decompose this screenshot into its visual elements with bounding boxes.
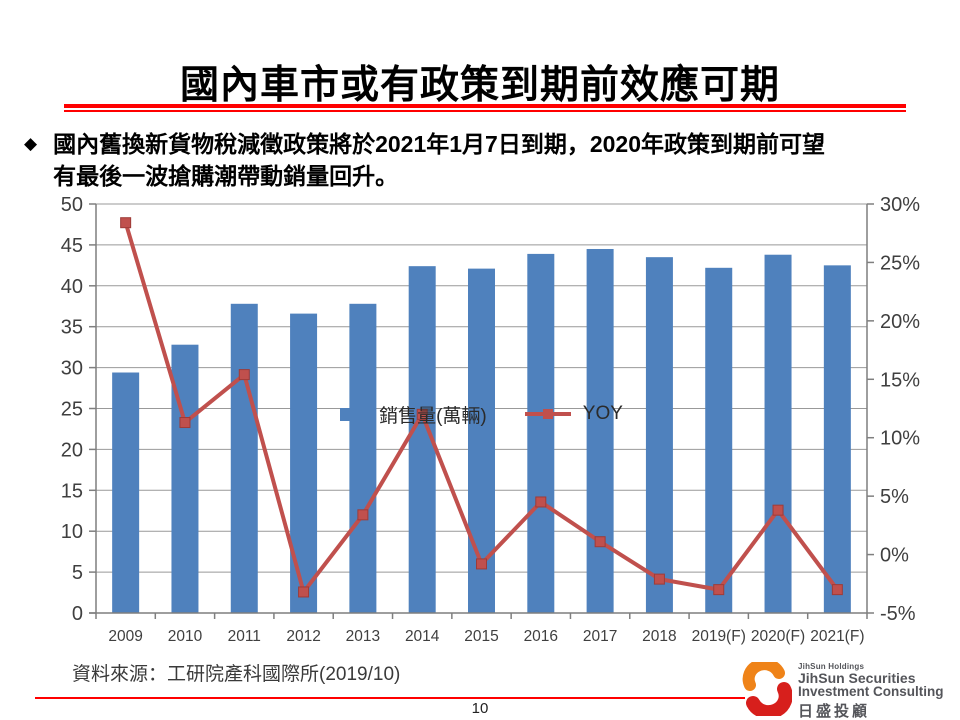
title-divider-thick-line bbox=[64, 104, 906, 108]
right-axis-label: 10% bbox=[880, 428, 920, 450]
left-axis-label: 45 bbox=[61, 235, 83, 257]
category-label: 2019(F) bbox=[692, 628, 746, 645]
category-label: 2017 bbox=[583, 628, 617, 645]
bullet-text: 國內舊換新貨物稅減徵政策將於2021年1月7日到期，2020年政策到期前可望 有最… bbox=[53, 128, 825, 192]
category-label: 2016 bbox=[524, 628, 558, 645]
category-label: 2015 bbox=[464, 628, 498, 645]
yoy-marker-2010 bbox=[179, 417, 191, 429]
logo-text: JihSun Holdings JihSun Securities Invest… bbox=[798, 662, 944, 720]
yoy-marker-2021(F) bbox=[831, 584, 843, 596]
yoy-marker-2011 bbox=[238, 369, 250, 381]
logo-company-line1: JihSun Securities bbox=[798, 670, 916, 686]
chart-plot-area: 0 5 10 15 20 25 30 35 40 45 50 -5% 0% 5% 10% 15% 20% 25% 3… bbox=[61, 194, 920, 645]
category-label: 2009 bbox=[108, 628, 142, 645]
logo-company-line2: Investment Consulting bbox=[798, 684, 944, 699]
yoy-marker-2014 bbox=[416, 408, 428, 420]
yoy-marker-2015 bbox=[476, 558, 487, 570]
company-logo: JihSun Holdings JihSun Securities Invest… bbox=[742, 662, 944, 720]
bar-2011 bbox=[230, 303, 258, 613]
category-label: 2021(F) bbox=[810, 628, 864, 645]
legend-line-swatch-icon bbox=[524, 409, 571, 419]
source-note: 資料來源：工研院產科國際所(2019/10) bbox=[72, 664, 401, 685]
yoy-marker-2017 bbox=[594, 536, 606, 548]
slide-title: 國內車市或有政策到期前效應可期 bbox=[179, 64, 780, 108]
right-axis-label: 30% bbox=[880, 194, 920, 216]
yoy-marker-2016 bbox=[535, 496, 547, 508]
left-axis-label: 5 bbox=[72, 562, 83, 584]
bar-2019(F) bbox=[705, 267, 733, 613]
left-axis-label: 40 bbox=[61, 276, 83, 298]
right-axis-label: 25% bbox=[880, 252, 920, 274]
bar-2016 bbox=[527, 253, 555, 613]
category-label: 2018 bbox=[642, 628, 676, 645]
bar-2012 bbox=[290, 313, 318, 613]
bullet-text-line1: 國內舊換新貨物稅減徵政策將於2021年1月7日到期，2020年政策到期前可望 bbox=[53, 131, 825, 157]
yoy-marker-2012 bbox=[298, 586, 310, 598]
category-label: 2014 bbox=[405, 628, 440, 645]
bullet-text-line2: 有最後一波搶購潮帶動銷量回升。 bbox=[53, 163, 399, 189]
bar-2020(F) bbox=[764, 254, 792, 613]
yoy-marker-2009 bbox=[120, 217, 132, 229]
logo-orange-arc bbox=[742, 662, 785, 691]
legend-bar-swatch-icon bbox=[340, 407, 368, 421]
bar-2009 bbox=[112, 372, 140, 613]
yoy-marker-2019(F) bbox=[713, 584, 725, 596]
right-axis-label: 0% bbox=[880, 545, 909, 567]
left-axis-label: 30 bbox=[61, 358, 83, 380]
yoy-marker-2013 bbox=[357, 509, 369, 521]
footer-divider bbox=[35, 697, 745, 699]
chart-legend: 銷售量(萬輛) YOY bbox=[96, 399, 867, 429]
logo-chinese-name: 日盛投顧 bbox=[798, 703, 871, 720]
right-axis-label: 15% bbox=[880, 369, 920, 391]
right-axis-label: 20% bbox=[880, 311, 920, 333]
left-axis-label: 10 bbox=[61, 521, 83, 543]
bar-2013 bbox=[349, 303, 377, 613]
legend-bar-label: 銷售量(萬輛) bbox=[379, 405, 487, 427]
category-label: 2011 bbox=[228, 628, 261, 645]
category-label: 2020(F) bbox=[751, 628, 805, 645]
jihsun-swoosh-icon bbox=[742, 662, 792, 716]
logo-holding-name: JihSun Holdings bbox=[798, 662, 865, 671]
left-axis-label: 0 bbox=[72, 603, 83, 625]
combo-chart: 0 5 10 15 20 25 30 35 40 45 50 -5% 0% 5% 10% 15% 20% 25% 3… bbox=[0, 190, 960, 670]
left-axis-label: 35 bbox=[61, 317, 83, 339]
bullet-item: ◆ 國內舊換新貨物稅減徵政策將於2021年1月7日到期，2020年政策到期前可望… bbox=[24, 128, 936, 192]
left-axis-label: 25 bbox=[61, 399, 83, 421]
category-label: 2010 bbox=[168, 628, 203, 645]
page-number: 10 bbox=[471, 700, 489, 717]
left-axis-label: 15 bbox=[61, 480, 83, 502]
right-axis-label: -5% bbox=[880, 603, 916, 625]
bar-2017 bbox=[586, 248, 614, 614]
left-axis-label: 20 bbox=[61, 439, 83, 461]
bullet-diamond-icon: ◆ bbox=[24, 134, 38, 153]
right-axis-label: 5% bbox=[880, 486, 909, 508]
yoy-marker-2020(F) bbox=[772, 504, 784, 516]
bar-2018 bbox=[645, 257, 673, 613]
category-label: 2013 bbox=[346, 628, 380, 645]
bar-2021(F) bbox=[823, 265, 851, 613]
logo-red-arc bbox=[746, 682, 792, 716]
category-label: 2012 bbox=[286, 628, 320, 645]
title-divider bbox=[64, 104, 906, 112]
legend-line-label: YOY bbox=[582, 403, 623, 424]
title-divider-thin-line bbox=[64, 110, 906, 112]
left-axis-label: 50 bbox=[61, 194, 83, 216]
yoy-marker-2018 bbox=[653, 573, 665, 585]
